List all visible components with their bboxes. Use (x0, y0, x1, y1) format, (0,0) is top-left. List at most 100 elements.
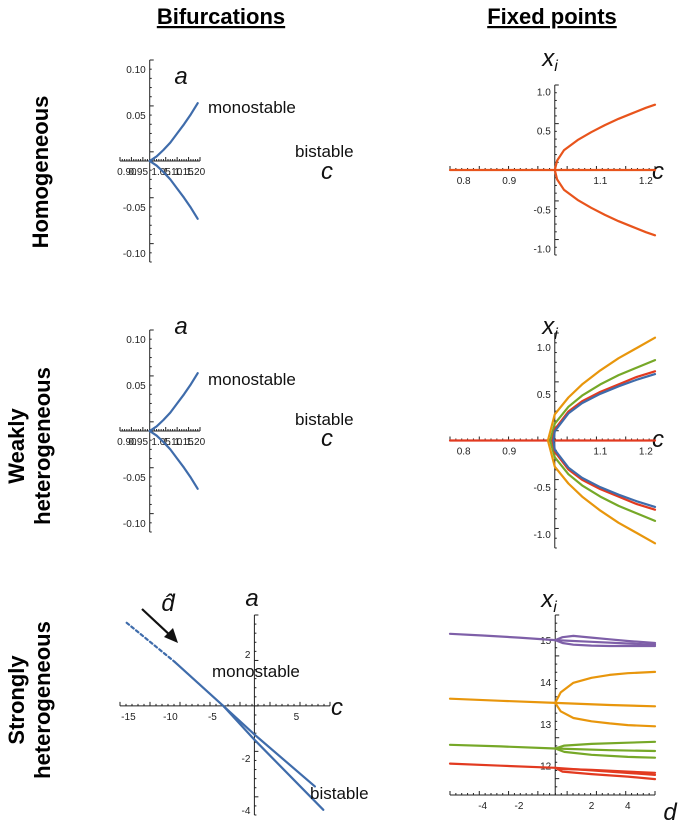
series-line-green-up (554, 740, 657, 750)
annotation-arrow-head (164, 628, 178, 643)
series-line-green- (549, 439, 657, 523)
row-label-strongly: Strongly heterogeneous (4, 621, 55, 779)
x-tick-label: 5 (294, 712, 300, 723)
series-line-purple-up (554, 634, 657, 645)
row-label-weakly: Weakly heterogeneous (4, 367, 55, 525)
y-axis-name-subscript: i (554, 326, 558, 343)
panel-bif-weak: 0.900.95 1.051.101.151.20 0.10 0.05 -0.05 -0.… (117, 313, 354, 533)
y-tick-label: -0.10 (123, 519, 146, 530)
series-line-upper-branch (148, 102, 199, 163)
series-line-upper-branch (148, 372, 199, 433)
series-line-purple-low (554, 638, 657, 648)
y-tick-label: -0.5 (534, 205, 552, 216)
row-label-weakly-line2: heterogeneous (30, 367, 55, 525)
y-tick-label: 13 (540, 720, 552, 731)
y-tick-label: 0.5 (537, 127, 551, 138)
y-tick-label: -0.10 (123, 249, 146, 260)
y-axis-name-base: x (541, 45, 555, 72)
row-label-strongly-line1: Strongly (4, 655, 29, 745)
series-line-lower (553, 168, 657, 237)
y-tick-label: -0.05 (123, 203, 146, 214)
series-line-green-low (554, 747, 657, 759)
region-label-monostable: monostable (212, 662, 300, 681)
col-title-fixed-points: Fixed points (487, 4, 617, 29)
x-tick-label: 1.10 (163, 437, 183, 448)
series-line-dashed-extension (125, 621, 176, 663)
series-line-upper (553, 103, 657, 172)
panel-bif-strong: -15 -10 -5 5 2 -2 -4 a c monostable bistable d̂ (119, 585, 369, 817)
x-tick-label: 1.20 (186, 167, 206, 178)
series-line-main-branch (173, 660, 225, 708)
y-tick-label: 1.0 (537, 343, 551, 354)
x-tick-label: 1.05 (151, 167, 171, 178)
y-tick-label: 0.10 (126, 335, 146, 346)
x-axis-name: c (652, 158, 664, 185)
series-line-orange- (546, 336, 657, 442)
x-tick-label: 0.90 (117, 167, 137, 178)
y-axis-name: xi (541, 313, 558, 343)
y-axis-name-subscript: i (554, 58, 558, 75)
series-line-orange-low (554, 701, 657, 728)
y-axis-name: a (245, 585, 258, 612)
y-tick-label: -4 (241, 806, 250, 817)
x-tick-label: 1.10 (163, 167, 183, 178)
row-label-weakly-line1: Weakly (4, 408, 29, 484)
series-line-blue- (552, 373, 657, 442)
region-label-monostable: monostable (208, 370, 296, 389)
y-tick-label: 0.10 (126, 65, 146, 76)
col-title-bifurcations: Bifurcations (157, 4, 285, 29)
series-line-upper-split (222, 704, 316, 788)
series-line-orange-up (554, 670, 657, 705)
series-line-green-base (448, 743, 657, 753)
annotation-arrow-shaft (141, 608, 173, 638)
x-axis-name: c (652, 426, 664, 453)
series-line-lower-branch (148, 429, 199, 490)
region-label-bistable: bistable (295, 410, 354, 429)
x-axis-name: c (331, 694, 343, 721)
y-tick-label: 0.5 (537, 390, 551, 401)
y-axis-name-base: x (541, 313, 555, 340)
region-label-bistable: bistable (310, 784, 369, 803)
x-tick-label: 0.95 (129, 437, 149, 448)
x-axis-name: c (321, 425, 333, 452)
x-tick-label: 1.15 (174, 437, 194, 448)
y-tick-label: -0.5 (534, 483, 552, 494)
x-axis-name: c (321, 158, 333, 185)
series-line-red-low (554, 766, 657, 781)
x-tick-label: 1.20 (186, 437, 206, 448)
y-tick-label: 15 (540, 636, 552, 647)
y-tick-label: -1.0 (534, 245, 552, 256)
x-tick-label: -10 (163, 712, 178, 723)
series-line-lower-split (222, 704, 325, 811)
y-axis-name: a (174, 313, 187, 340)
x-tick-label: -4 (478, 801, 487, 812)
y-axis-name: xi (540, 586, 557, 616)
x-tick-label: -2 (514, 801, 523, 812)
x-tick-label: 0.8 (457, 447, 471, 458)
y-tick-label: -0.05 (123, 473, 146, 484)
row-label-homogeneous-line1: Homogeneous (28, 96, 53, 249)
region-label-bistable: bistable (295, 142, 354, 161)
region-label-monostable: monostable (208, 98, 296, 117)
x-tick-label: 1.15 (174, 167, 194, 178)
series-line-red-up (554, 766, 657, 774)
series-line-red- (551, 370, 657, 442)
x-tick-label: 0.8 (457, 176, 471, 187)
x-tick-label: 1.1 (593, 447, 607, 458)
x-tick-label: 0.95 (129, 167, 149, 178)
y-axis-name-subscript: i (553, 599, 557, 616)
y-tick-label: 2 (245, 650, 251, 661)
y-tick-label: 0.05 (126, 111, 146, 122)
x-tick-label: 0.9 (502, 176, 516, 187)
series-line-green- (549, 359, 657, 442)
series-line-orange-base (448, 697, 657, 708)
y-axis-name: a (174, 63, 187, 90)
x-tick-label: 2 (589, 801, 595, 812)
x-tick-label: -15 (121, 712, 136, 723)
x-tick-label: 0.90 (117, 437, 137, 448)
panel-fp-homogeneous: 0.8 0.9 1.1 1.2 1.0 0.5 -0.5 -1.0 xi c (448, 45, 664, 256)
series-line-blue- (552, 439, 657, 508)
x-tick-label: 0.9 (502, 447, 516, 458)
